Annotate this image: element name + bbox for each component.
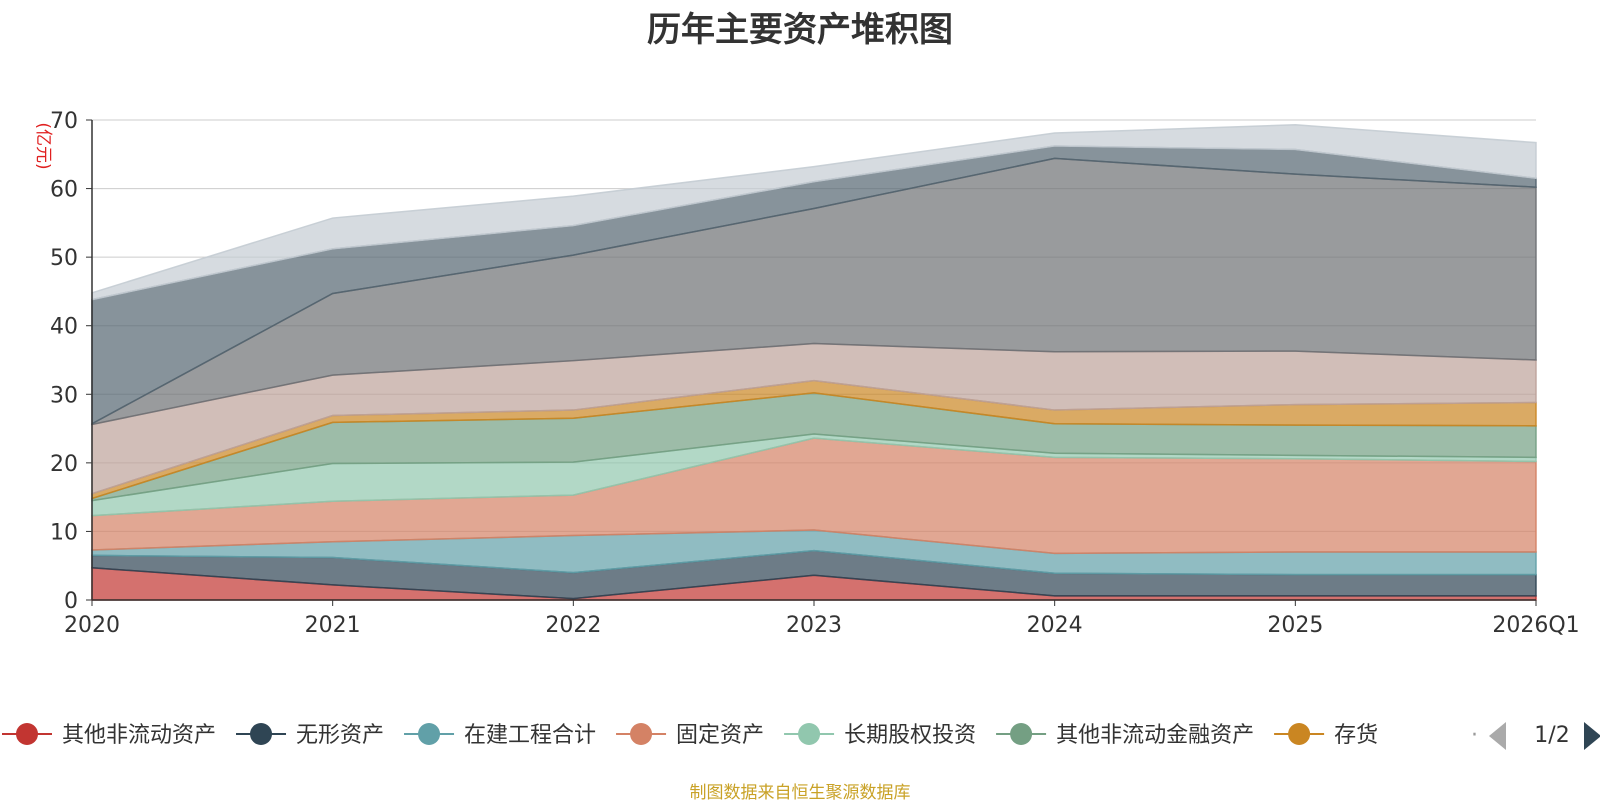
legend-ellipsis: · — [1471, 723, 1478, 748]
legend-marker — [418, 723, 441, 745]
y-tick-label: 10 — [50, 520, 78, 545]
legend-label: 存货 — [1334, 723, 1378, 748]
y-tick-label: 0 — [64, 589, 78, 614]
legend-marker — [250, 723, 273, 745]
y-axis-unit-label: (亿元) — [33, 122, 53, 169]
x-tick-label: 2023 — [786, 613, 842, 638]
legend-marker — [630, 723, 653, 745]
y-tick-label: 60 — [50, 178, 78, 203]
source-footer: 制图数据来自恒生聚源数据库 — [689, 783, 911, 803]
legend-marker — [1010, 723, 1033, 745]
legend-marker — [1288, 723, 1311, 745]
y-tick-label: 70 — [50, 109, 78, 134]
legend-label: 其他非流动资产 — [62, 723, 216, 748]
x-tick-label: 2022 — [545, 613, 601, 638]
chart-title: 历年主要资产堆积图 — [647, 10, 953, 50]
legend-label: 长期股权投资 — [844, 723, 976, 748]
legend-label: 固定资产 — [676, 723, 764, 748]
x-tick-label: 2025 — [1267, 613, 1323, 638]
legend-label: 无形资产 — [296, 723, 384, 748]
x-tick-label: 2021 — [305, 613, 361, 638]
area-series — [91, 124, 1537, 301]
x-tick-label: 2020 — [64, 613, 120, 638]
legend-label: 在建工程合计 — [464, 723, 596, 748]
legend-marker — [798, 723, 821, 745]
y-tick-label: 20 — [50, 452, 78, 477]
y-tick-label: 40 — [50, 315, 78, 340]
legend-page-indicator: 1/2 — [1534, 723, 1569, 748]
x-tick-label: 2024 — [1027, 613, 1083, 638]
y-tick-label: 50 — [50, 246, 78, 271]
legend-marker — [16, 723, 38, 745]
y-tick-label: 30 — [50, 383, 78, 408]
x-tick-label: 2026Q1 — [1492, 613, 1579, 638]
legend-prev-page-icon[interactable] — [1489, 722, 1506, 750]
legend-next-page-icon[interactable] — [1584, 722, 1600, 750]
legend-label: 其他非流动金融资产 — [1056, 723, 1254, 748]
